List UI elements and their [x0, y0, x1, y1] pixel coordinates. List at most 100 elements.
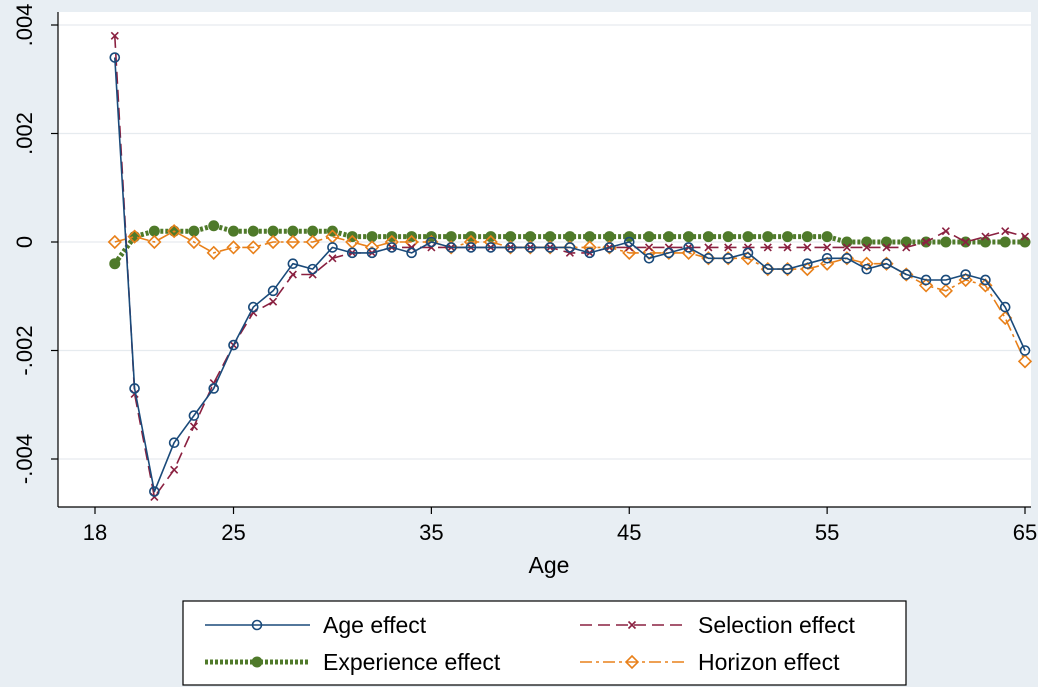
data-point	[149, 486, 160, 497]
data-point	[206, 245, 221, 260]
data-point	[880, 236, 892, 248]
legend: Age effect Selection effect Experience eff…	[182, 600, 907, 686]
data-point	[742, 231, 754, 243]
data-point	[842, 243, 851, 252]
data-point	[643, 231, 655, 243]
data-point	[920, 274, 932, 286]
data-point	[426, 236, 437, 248]
data-point	[722, 252, 734, 264]
data-point	[940, 236, 952, 248]
data-point	[328, 254, 337, 263]
data-point	[802, 258, 813, 270]
data-point	[109, 258, 121, 270]
x-tick-label: 18	[83, 520, 107, 545]
legend-label: Age effect	[323, 612, 427, 638]
data-point	[644, 243, 654, 252]
data-point	[186, 234, 202, 250]
data-point	[603, 231, 615, 243]
data-point	[762, 263, 774, 275]
data-point	[287, 225, 299, 237]
x-tick-label: 45	[617, 520, 641, 545]
x-tick-label: 55	[815, 520, 839, 545]
data-point	[228, 339, 239, 351]
legend-item: Experience effect	[205, 649, 501, 675]
data-point	[208, 383, 220, 394]
series-age-effect	[109, 52, 1031, 497]
data-point	[505, 242, 516, 253]
data-point	[406, 247, 417, 259]
data-point	[584, 231, 596, 243]
data-point	[722, 231, 734, 243]
legend-swatch-marker	[251, 619, 263, 631]
data-point	[188, 410, 200, 421]
data-point	[147, 234, 162, 250]
data-point	[763, 243, 772, 252]
data-point	[841, 236, 853, 248]
data-point	[209, 378, 218, 388]
data-point	[742, 247, 754, 259]
data-point	[288, 270, 297, 279]
data-point	[664, 243, 673, 252]
data-point	[366, 247, 378, 259]
data-point	[525, 242, 536, 253]
x-axis-title: Age	[529, 552, 570, 578]
data-point	[170, 465, 179, 474]
data-point	[505, 231, 517, 243]
data-point	[940, 274, 952, 286]
x-tick-label: 35	[419, 520, 443, 545]
data-point	[702, 231, 714, 243]
legend-label: Experience effect	[323, 649, 501, 675]
data-point	[565, 248, 574, 257]
data-point	[188, 225, 200, 237]
axes: -.004 -.002 0 .002 .004 18 25 35 45 55 65	[12, 4, 1037, 545]
data-point	[782, 231, 794, 243]
data-point	[386, 242, 398, 253]
data-point	[961, 237, 970, 247]
data-point	[683, 231, 695, 243]
data-point	[427, 243, 436, 252]
data-point	[265, 234, 281, 250]
data-point	[981, 232, 990, 241]
data-point	[703, 252, 714, 264]
data-point	[129, 383, 140, 394]
data-point	[862, 243, 871, 252]
y-tick-label: -.004	[12, 434, 37, 484]
y-tick-label: -.002	[12, 325, 37, 375]
data-point	[109, 52, 121, 63]
data-point	[783, 243, 792, 252]
data-point	[663, 231, 675, 243]
data-point	[921, 237, 931, 247]
data-point	[148, 225, 160, 237]
data-point	[168, 437, 180, 449]
data-point	[625, 243, 634, 252]
data-point	[465, 242, 477, 253]
data-point	[902, 243, 911, 252]
data-point	[269, 297, 278, 306]
data-point	[247, 301, 259, 313]
data-point	[107, 234, 122, 250]
data-point	[960, 269, 971, 280]
data-point	[267, 225, 279, 237]
data-point	[285, 234, 301, 250]
data-point	[544, 231, 556, 243]
data-point	[938, 283, 953, 298]
data-point	[861, 263, 873, 275]
data-point	[803, 243, 812, 252]
data-point	[307, 263, 318, 275]
data-point	[305, 234, 320, 250]
y-tick-label: 0	[12, 236, 37, 248]
data-point	[327, 242, 338, 253]
data-point	[882, 243, 891, 252]
data-point	[127, 229, 142, 244]
legend-swatch-marker	[624, 654, 640, 670]
legend-swatch-marker	[627, 620, 637, 630]
data-point	[622, 245, 637, 260]
data-point	[564, 242, 576, 253]
data-point	[724, 243, 733, 252]
data-point	[941, 227, 950, 236]
data-point	[346, 247, 358, 259]
x-tick-label: 65	[1013, 520, 1037, 545]
data-point	[881, 258, 892, 270]
data-point	[366, 231, 378, 243]
